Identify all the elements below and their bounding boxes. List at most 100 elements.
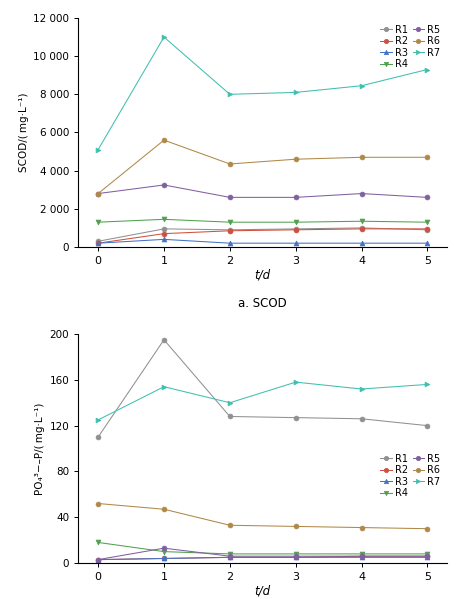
R4 [293,550,298,558]
R1 [359,415,364,422]
R4 [161,216,167,223]
R3 [425,553,430,561]
R3 [359,240,364,247]
R1 [425,226,430,234]
Line: R4: R4 [96,540,430,556]
R4 [425,219,430,226]
Line: R5: R5 [96,546,430,562]
R4 [95,539,101,546]
R3 [359,553,364,561]
R4 [95,219,101,226]
R7 [425,381,430,388]
R1 [161,225,167,232]
R2 [227,227,233,234]
R5 [425,194,430,201]
R4 [227,550,233,558]
X-axis label: t/d: t/d [255,585,271,598]
R6 [95,500,101,507]
R3 [293,240,298,247]
R7 [359,385,364,392]
R5 [95,190,101,197]
R1 [227,226,233,234]
R5 [161,181,167,189]
R2 [359,225,364,232]
R6 [425,525,430,533]
R7 [227,399,233,406]
R5 [425,553,430,560]
Line: R3: R3 [96,237,430,246]
R4 [359,550,364,558]
R6 [359,154,364,161]
R2 [95,556,101,563]
R2 [293,226,298,234]
Line: R6: R6 [96,501,430,531]
R1 [293,225,298,232]
R4 [293,219,298,226]
Y-axis label: PO₄³−–P/( mg·L⁻¹): PO₄³−–P/( mg·L⁻¹) [35,403,46,495]
R6 [161,137,167,144]
R7 [293,89,298,96]
X-axis label: t/d: t/d [255,269,271,282]
R6 [359,524,364,531]
R1 [95,238,101,245]
R2 [359,553,364,560]
R3 [293,553,298,561]
R6 [95,190,101,197]
R6 [161,506,167,513]
R1 [359,224,364,231]
R2 [95,240,101,247]
Line: R4: R4 [96,217,430,225]
R6 [293,523,298,530]
R3 [161,236,167,243]
R7 [359,82,364,89]
Line: R1: R1 [96,337,430,440]
R1 [227,413,233,420]
R3 [95,556,101,563]
R4 [425,550,430,558]
R6 [227,161,233,168]
R7 [227,90,233,98]
R5 [293,194,298,201]
R5 [293,553,298,560]
R3 [95,240,101,247]
R1 [161,336,167,343]
R5 [95,556,101,563]
Line: R2: R2 [96,226,430,246]
R3 [227,553,233,561]
R5 [359,190,364,197]
R7 [95,146,101,153]
R2 [161,230,167,237]
Legend: R1, R2, R3, R4, R5, R6, R7: R1, R2, R3, R4, R5, R6, R7 [378,23,442,71]
R6 [425,154,430,161]
R7 [161,34,167,41]
R4 [359,217,364,225]
R7 [293,379,298,386]
R2 [425,225,430,232]
Text: a. SCOD: a. SCOD [238,297,287,310]
R4 [227,219,233,226]
R2 [293,553,298,561]
R2 [161,555,167,562]
Line: R3: R3 [96,555,430,562]
Line: R2: R2 [96,553,430,562]
R3 [227,240,233,247]
R3 [161,555,167,562]
R7 [425,66,430,73]
R4 [161,548,167,555]
Line: R6: R6 [96,138,430,196]
R5 [227,553,233,560]
R1 [425,422,430,429]
R1 [95,434,101,441]
R7 [95,416,101,423]
R6 [293,156,298,163]
R5 [227,194,233,201]
R5 [161,544,167,552]
Y-axis label: SCOD/( mg·L⁻¹): SCOD/( mg·L⁻¹) [19,93,29,173]
Line: R7: R7 [96,35,430,152]
Line: R5: R5 [96,183,430,200]
R5 [359,553,364,560]
Legend: R1, R2, R3, R4, R5, R6, R7: R1, R2, R3, R4, R5, R6, R7 [378,452,442,500]
R1 [293,414,298,421]
R3 [425,240,430,247]
Line: R1: R1 [96,225,430,244]
